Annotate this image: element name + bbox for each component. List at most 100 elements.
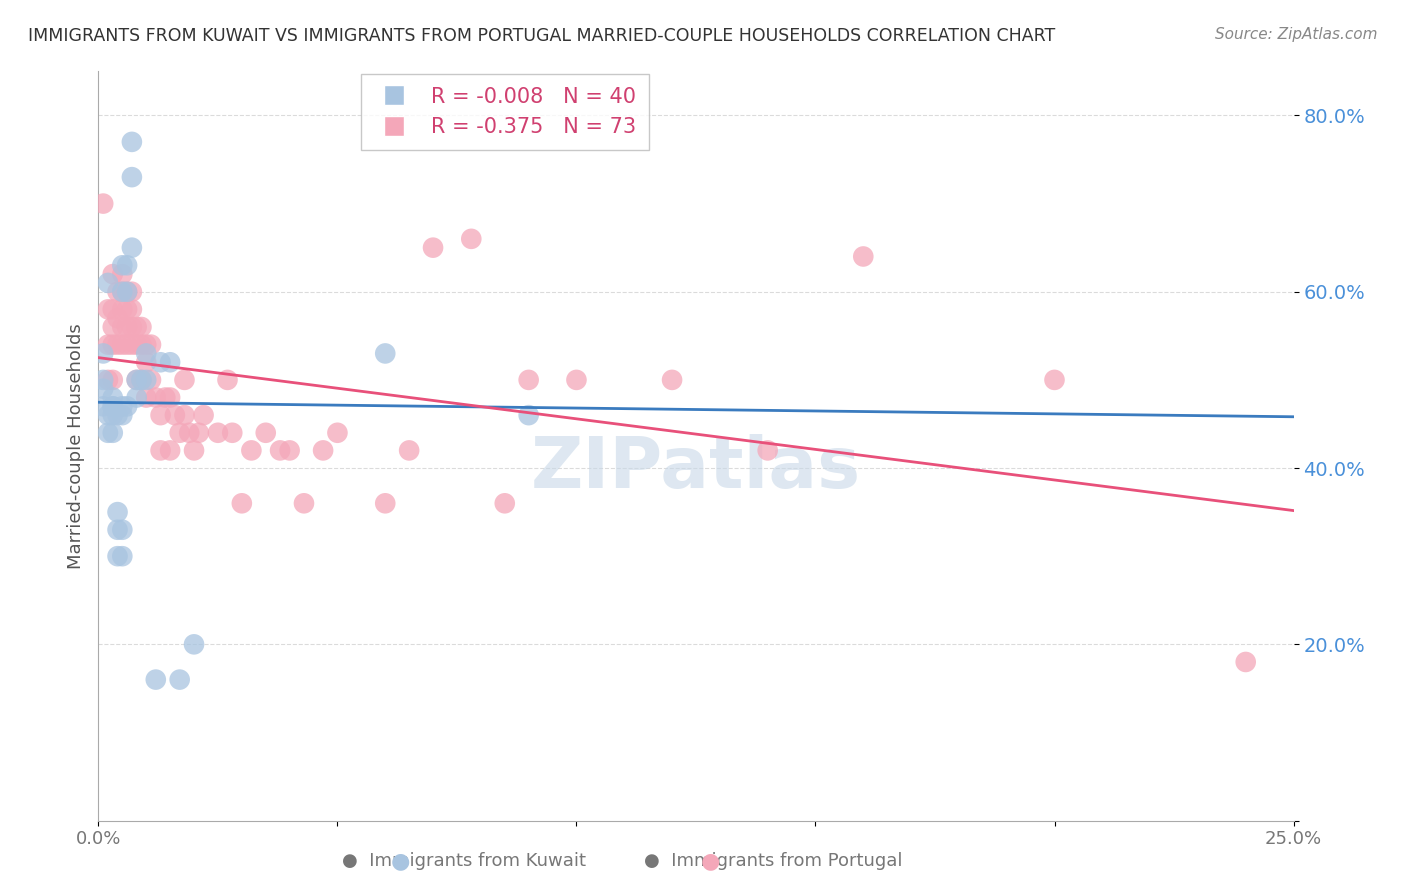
Point <box>115 337 138 351</box>
Point <box>240 443 263 458</box>
Point <box>111 285 134 299</box>
Point <box>131 337 153 351</box>
Point <box>121 285 143 299</box>
Point <box>107 505 129 519</box>
Point <box>145 673 167 687</box>
Text: ●: ● <box>391 851 411 871</box>
Point <box>121 135 143 149</box>
Point <box>107 337 129 351</box>
Point <box>852 250 875 264</box>
Point <box>155 391 177 405</box>
Point <box>131 373 153 387</box>
Point <box>163 408 186 422</box>
Point <box>135 337 157 351</box>
Point <box>125 373 148 387</box>
Point <box>115 258 138 272</box>
Point <box>111 267 134 281</box>
Point <box>101 400 124 414</box>
Point <box>517 373 540 387</box>
Point <box>121 170 143 185</box>
Point <box>111 549 134 564</box>
Point <box>187 425 209 440</box>
Point <box>231 496 253 510</box>
Point <box>159 355 181 369</box>
Point <box>292 496 315 510</box>
Point <box>517 408 540 422</box>
Text: Source: ZipAtlas.com: Source: ZipAtlas.com <box>1215 27 1378 42</box>
Point <box>101 400 124 414</box>
Point <box>101 320 124 334</box>
Text: ●: ● <box>700 851 720 871</box>
Point <box>101 337 124 351</box>
Point <box>173 373 195 387</box>
Point <box>217 373 239 387</box>
Point <box>125 391 148 405</box>
Y-axis label: Married-couple Households: Married-couple Households <box>66 323 84 569</box>
Point <box>145 391 167 405</box>
Point <box>107 408 129 422</box>
Point <box>139 373 162 387</box>
Point <box>125 337 148 351</box>
Point <box>269 443 291 458</box>
Point <box>169 673 191 687</box>
Point <box>91 346 114 360</box>
Point <box>326 425 349 440</box>
Point <box>221 425 243 440</box>
Point <box>107 285 129 299</box>
Point <box>111 337 134 351</box>
Point <box>183 443 205 458</box>
Legend: R = -0.008   N = 40, R = -0.375   N = 73: R = -0.008 N = 40, R = -0.375 N = 73 <box>360 74 650 150</box>
Point <box>101 391 124 405</box>
Point <box>374 496 396 510</box>
Point <box>398 443 420 458</box>
Point <box>97 276 120 290</box>
Point <box>101 425 124 440</box>
Point <box>91 382 114 396</box>
Point <box>149 355 172 369</box>
Point <box>101 373 124 387</box>
Point <box>97 408 120 422</box>
Point <box>193 408 215 422</box>
Point <box>494 496 516 510</box>
Point <box>97 337 120 351</box>
Point <box>756 443 779 458</box>
Point <box>374 346 396 360</box>
Point <box>97 302 120 317</box>
Point <box>278 443 301 458</box>
Point <box>91 373 114 387</box>
Text: IMMIGRANTS FROM KUWAIT VS IMMIGRANTS FROM PORTUGAL MARRIED-COUPLE HOUSEHOLDS COR: IMMIGRANTS FROM KUWAIT VS IMMIGRANTS FRO… <box>28 27 1056 45</box>
Point <box>125 373 148 387</box>
Point <box>107 523 129 537</box>
Point <box>91 196 114 211</box>
Point <box>115 285 138 299</box>
Point <box>135 355 157 369</box>
Point <box>312 443 335 458</box>
Point <box>121 302 143 317</box>
Point <box>121 337 143 351</box>
Point <box>101 302 124 317</box>
Point <box>159 391 181 405</box>
Point <box>115 302 138 317</box>
Point <box>121 241 143 255</box>
Point <box>115 320 138 334</box>
Point <box>111 523 134 537</box>
Point <box>101 267 124 281</box>
Point <box>115 400 138 414</box>
Point <box>131 320 153 334</box>
Point <box>97 425 120 440</box>
Point <box>111 408 134 422</box>
Point <box>115 285 138 299</box>
Point <box>135 346 157 360</box>
Point <box>111 258 134 272</box>
Text: ZIPatlas: ZIPatlas <box>531 434 860 503</box>
Point <box>111 302 134 317</box>
Point <box>422 241 444 255</box>
Point <box>121 320 143 334</box>
Point <box>169 425 191 440</box>
Point <box>107 549 129 564</box>
Point <box>565 373 588 387</box>
Point <box>107 311 129 326</box>
Point <box>97 373 120 387</box>
Point <box>149 408 172 422</box>
Point <box>111 320 134 334</box>
